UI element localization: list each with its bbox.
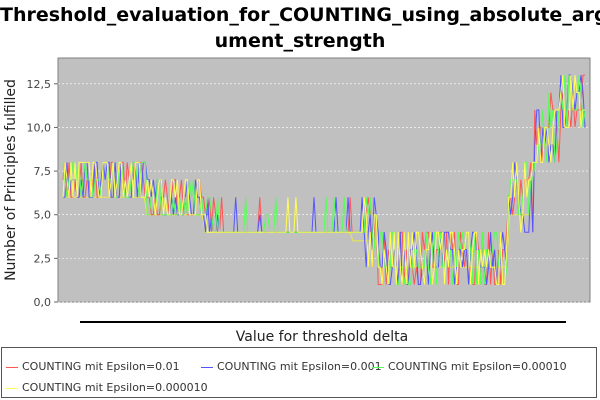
x-axis-label: Value for threshold delta	[236, 329, 408, 345]
legend-swatch-yellow	[6, 387, 18, 389]
chart-title: Threshold_evaluation_for_COUNTING_using_…	[0, 2, 600, 54]
y-tick-label: 2,5	[34, 252, 52, 265]
y-axis-label: Number of Principles fulfilled	[3, 79, 19, 281]
legend-label: COUNTING mit Epsilon=0.000010	[22, 381, 208, 394]
legend-item-eps-0.00010: COUNTING mit Epsilon=0.00010	[372, 360, 567, 373]
legend-item-eps-0.001: COUNTING mit Epsilon=0.001	[201, 360, 382, 373]
legend-swatch-blue	[201, 366, 213, 368]
legend-item-eps-0.000010: COUNTING mit Epsilon=0.000010	[6, 381, 208, 394]
data-series	[62, 74, 586, 285]
legend-label: COUNTING mit Epsilon=0.001	[217, 360, 382, 373]
y-tick-label: 0,0	[34, 296, 52, 309]
chart-title-line-2: ument_strength	[214, 30, 386, 52]
y-tick-label: 7,5	[34, 165, 52, 178]
y-tick-label: 5,0	[34, 209, 52, 222]
legend-label: COUNTING mit Epsilon=0.00010	[388, 360, 567, 373]
legend-label: COUNTING mit Epsilon=0.01	[22, 360, 180, 373]
legend-item-eps-0.01: COUNTING mit Epsilon=0.01	[6, 360, 180, 373]
legend: COUNTING mit Epsilon=0.01 COUNTING mit E…	[1, 347, 597, 398]
y-axis: 0,0 2,5 5,0 7,5 10,0 12,5	[27, 78, 58, 309]
series-line-4	[62, 75, 585, 285]
y-tick-label: 10,0	[27, 121, 52, 134]
y-tick-label: 12,5	[27, 78, 52, 91]
legend-swatch-green	[372, 366, 384, 368]
chart-title-line-1: Threshold_evaluation_for_COUNTING_using_…	[0, 4, 600, 26]
line-chart: 0,0 2,5 5,0 7,5 10,0 12,5 Value for threshold…	[3, 57, 591, 345]
legend-swatch-red	[6, 366, 18, 368]
